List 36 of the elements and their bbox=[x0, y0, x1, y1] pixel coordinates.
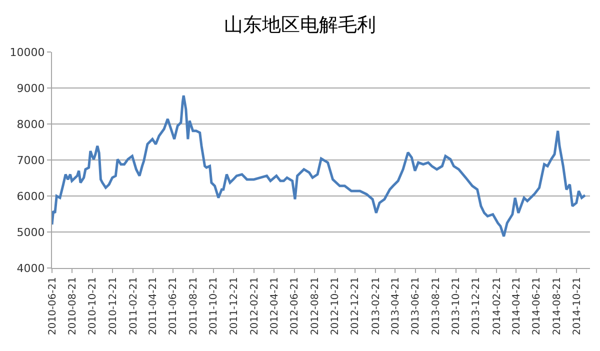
x-tick-label: 2013-06-21 bbox=[410, 277, 422, 336]
x-tick-label: 2010-08-21 bbox=[67, 277, 78, 336]
x-tick-label: 2014-06-21 bbox=[532, 277, 543, 336]
x-tick-label: 2012-08-21 bbox=[310, 277, 321, 336]
x-tick-label: 2013-04-21 bbox=[390, 277, 402, 336]
x-tick-label: 2010-10-21 bbox=[88, 277, 99, 336]
y-tick-label: 9000 bbox=[16, 82, 45, 95]
x-tick-label: 2012-10-21 bbox=[330, 277, 342, 336]
x-tick-label: 2012-12-21 bbox=[350, 277, 362, 336]
x-tick-label: 2011-10-21 bbox=[208, 277, 220, 336]
x-tick-label: 2012-02-21 bbox=[249, 277, 260, 336]
line-series bbox=[52, 94, 586, 238]
y-tick-label: 5000 bbox=[16, 226, 45, 239]
chart-title: 山东地区电解毛利 bbox=[224, 14, 376, 36]
x-tick-label: 2010-06-21 bbox=[47, 277, 58, 336]
x-tick-label: 2013-10-21 bbox=[451, 277, 462, 336]
x-tick-label: 2014-04-21 bbox=[511, 277, 522, 336]
x-tick-label: 2014-02-21 bbox=[492, 277, 503, 336]
x-tick-label: 2011-12-21 bbox=[228, 277, 240, 336]
y-tick-label: 10000 bbox=[10, 46, 45, 59]
x-tick-label: 2014-10-21 bbox=[572, 277, 583, 336]
x-tick-label: 2012-06-21 bbox=[290, 277, 301, 336]
x-tick-label: 2014-08-21 bbox=[552, 277, 563, 336]
y-tick-label: 4000 bbox=[16, 262, 45, 275]
x-tick-label: 2010-12-21 bbox=[108, 277, 119, 336]
x-tick-label: 2013-12-21 bbox=[471, 277, 482, 336]
x-tick-label: 2011-08-21 bbox=[188, 277, 200, 336]
y-tick-label: 8000 bbox=[16, 118, 45, 131]
x-tick-label: 2012-04-21 bbox=[269, 277, 280, 336]
y-tick-label: 7000 bbox=[16, 154, 45, 167]
x-tick-label: 2013-08-21 bbox=[430, 277, 442, 336]
x-tick-label: 2011-02-21 bbox=[128, 277, 140, 336]
x-tick-label: 2013-02-21 bbox=[370, 277, 382, 336]
x-tick-label: 2011-06-21 bbox=[168, 277, 180, 336]
y-tick-label: 6000 bbox=[16, 190, 45, 203]
x-tick-label: 2011-04-21 bbox=[148, 277, 160, 336]
